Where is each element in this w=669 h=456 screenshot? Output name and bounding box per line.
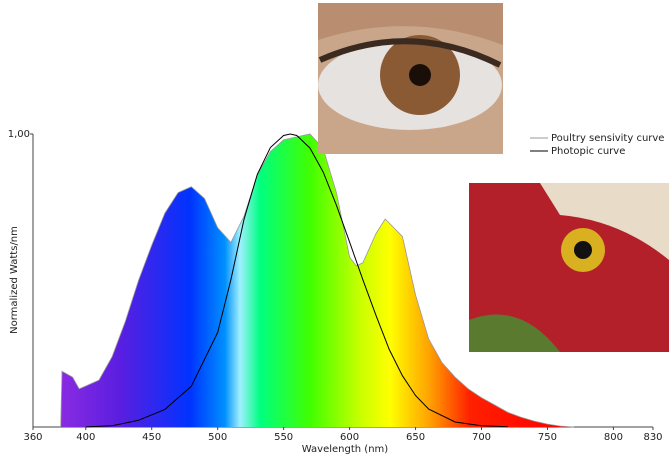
legend-label: Photopic curve xyxy=(551,146,625,157)
x-tick-label: 500 xyxy=(208,432,227,443)
chicken-photo xyxy=(469,183,669,352)
eye-photo xyxy=(318,3,503,154)
x-tick-label: 600 xyxy=(340,432,359,443)
x-tick-label: 550 xyxy=(274,432,293,443)
x-tick-label: 830 xyxy=(643,432,662,443)
x-axis-label: Wavelength (nm) xyxy=(302,444,388,455)
y-tick-label: 1,00 xyxy=(8,129,30,140)
x-tick-label: 450 xyxy=(142,432,161,443)
y-axis-label: Normalized Watts/nm xyxy=(9,226,20,334)
line xyxy=(85,133,508,428)
x-tick-label: 800 xyxy=(604,432,623,443)
x-tick-label: 650 xyxy=(406,432,425,443)
x-tick-label: 700 xyxy=(472,432,491,443)
area-line xyxy=(60,133,574,428)
legend-label: Poultry sensivity curve xyxy=(551,133,664,144)
x-tick-label: 750 xyxy=(538,432,557,443)
x-tick-label: 400 xyxy=(76,432,95,443)
x-tick-label: 360 xyxy=(23,432,42,443)
